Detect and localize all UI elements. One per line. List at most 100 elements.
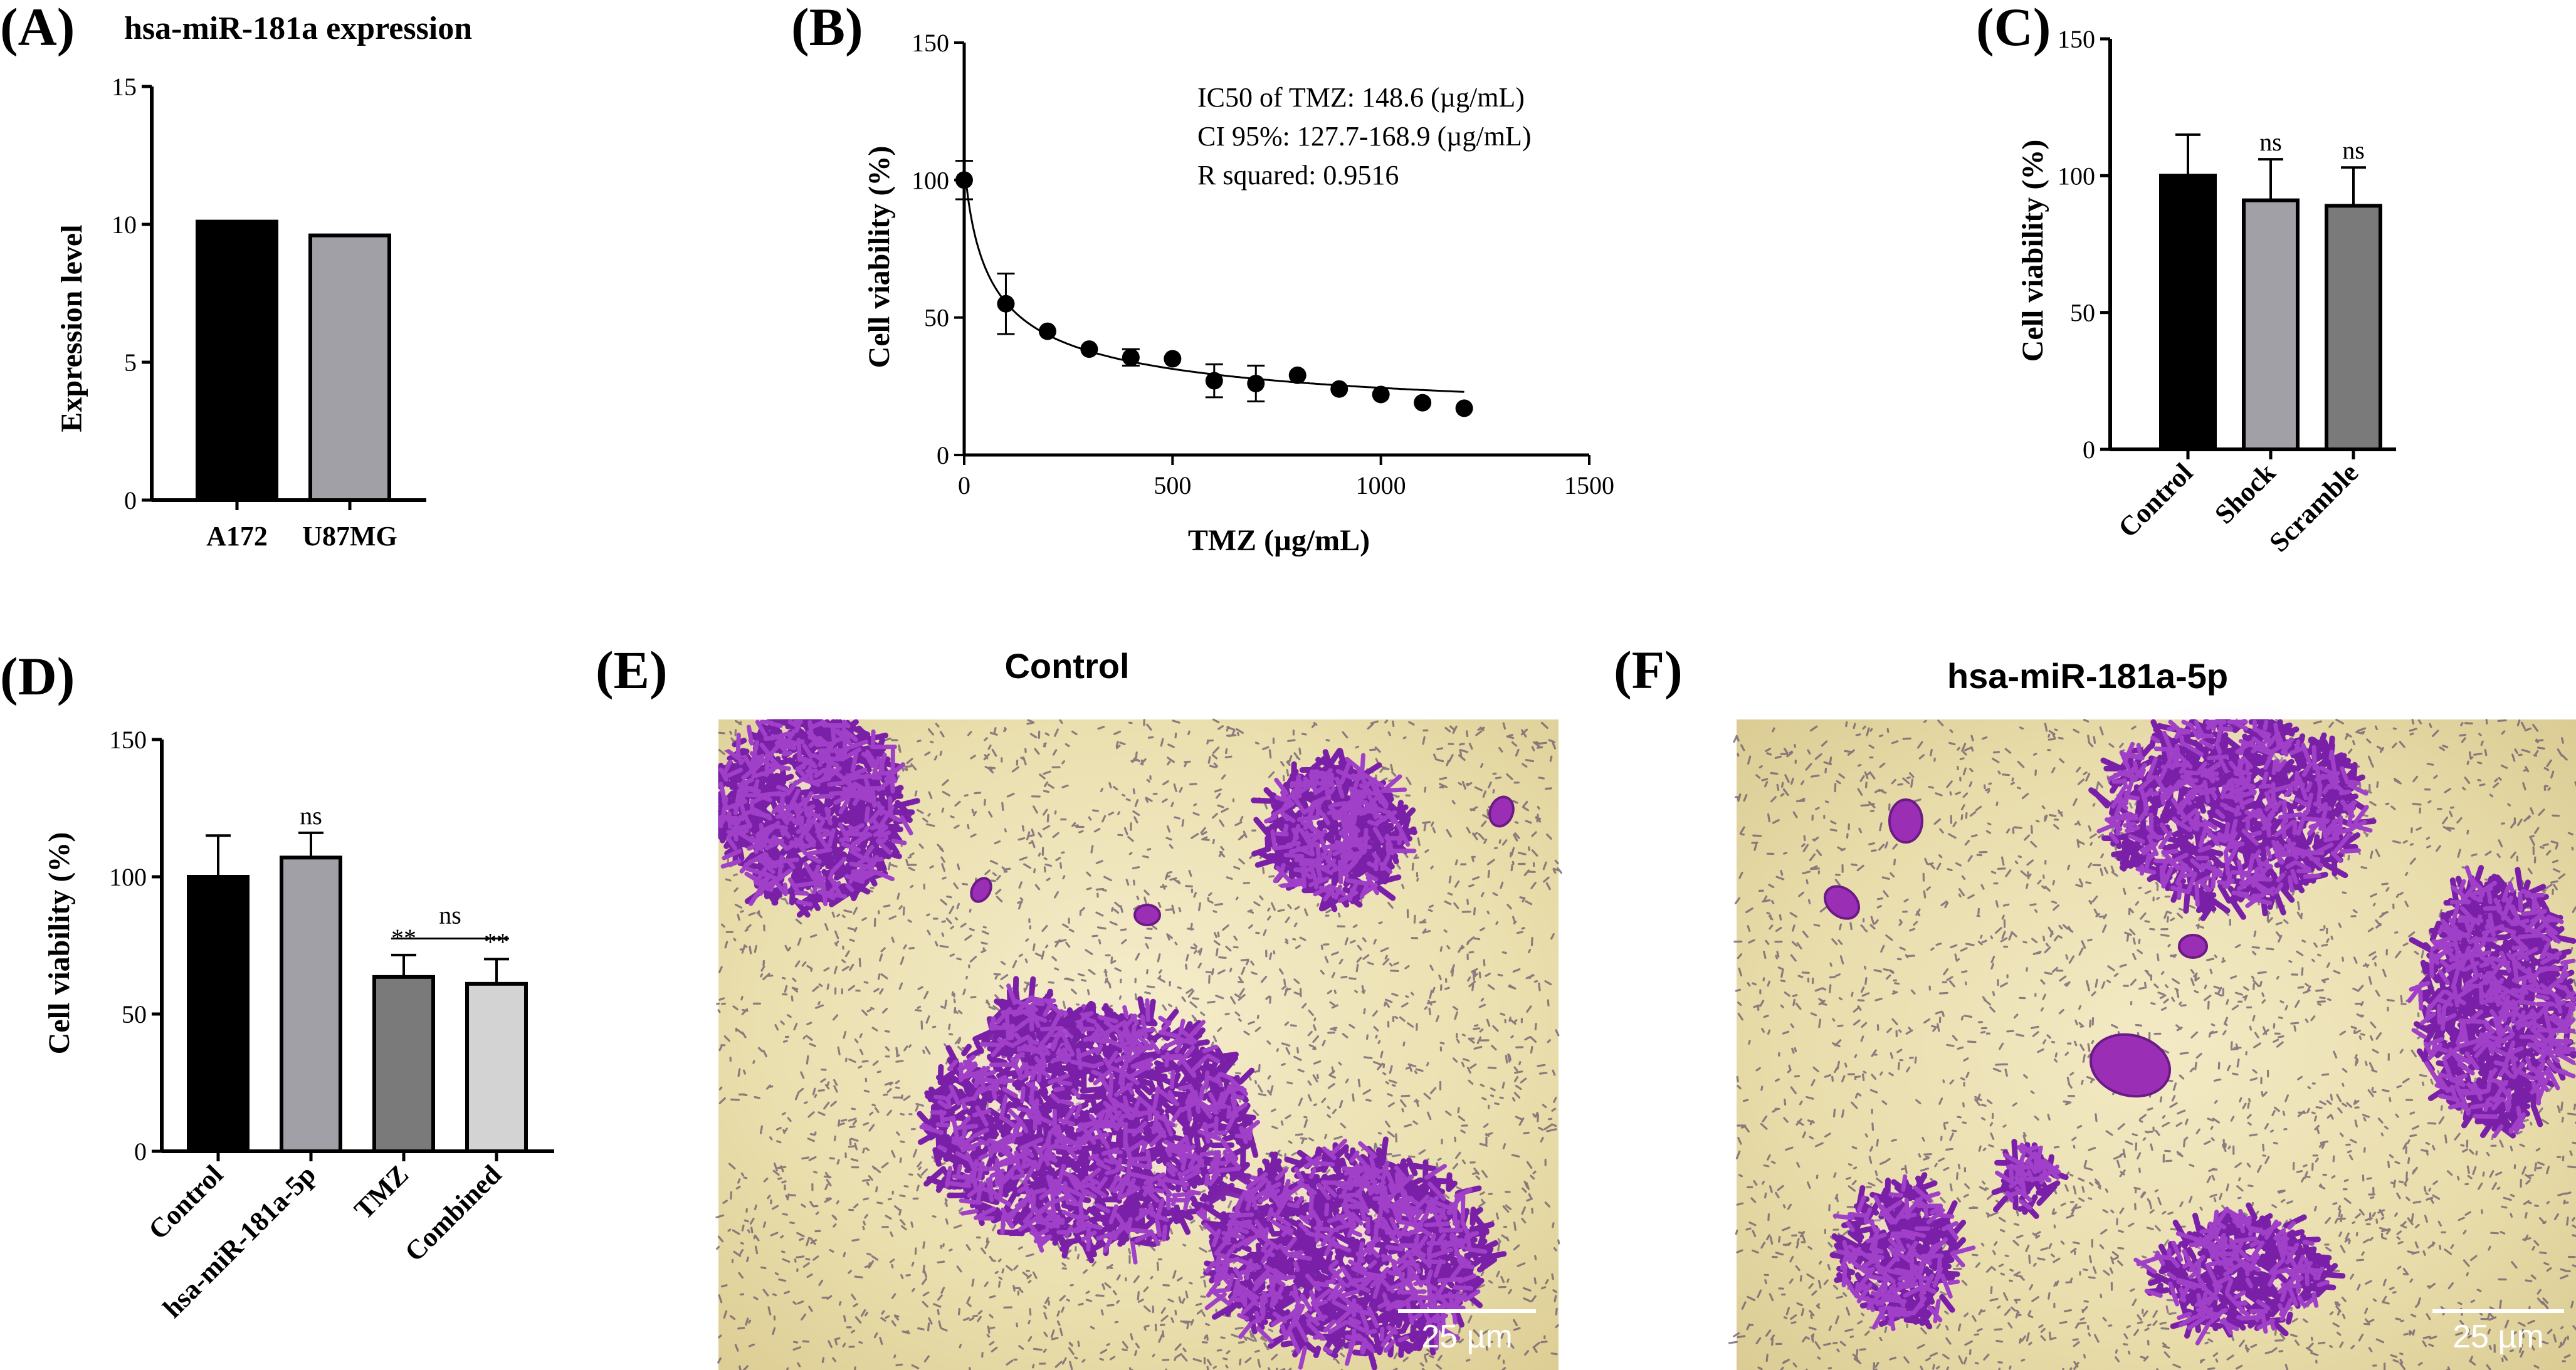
panel-d-bar [280,855,342,1153]
panel-b-data-point [1122,348,1140,367]
panel-b-data-point [1288,366,1306,384]
panel-b-dose-response-chart: (B) Cell viability (%) TMZ (µg/mL) IC50 … [791,0,1614,557]
panel-b-data-point [1164,350,1182,368]
panel-a-category-label: U87MG [302,521,397,552]
cell-colony [1995,1143,2061,1210]
panel-b-y-tick-label: 100 [912,166,949,194]
panel-a-y-axis-title: Expression level [55,224,88,432]
stained-cell-blob [2178,934,2208,959]
panel-f-stained-cells [1824,700,2576,1346]
panel-e-title: Control [1004,646,1129,686]
panel-a-y-tick-label: 5 [124,348,137,377]
panel-d-y-tick-label: 0 [134,1137,147,1166]
panel-d-label: (D) [0,646,75,706]
panel-b-x-tick-label: 1500 [1564,471,1614,499]
panel-e-scale-bar-label: 25 µm [1421,1319,1513,1355]
panel-e-label: (E) [596,640,668,700]
panel-b-ci-annotation: CI 95%: 127.7-168.9 (µg/mL) [1197,121,1532,152]
panel-b-x-tick-label: 500 [1154,471,1191,499]
panel-d-category-label: Control [142,1159,229,1245]
panel-c-bar [2325,204,2382,451]
panel-b-r-squared-annotation: R squared: 0.9516 [1197,160,1399,191]
panel-a-y-tick-label: 15 [112,73,137,101]
panel-b-x-tick-label: 0 [958,471,970,499]
cell-colony [1832,1174,1976,1331]
stained-cell-blob [1133,904,1161,926]
panel-b-data-point [1205,372,1223,390]
stained-cell-blob [970,877,992,903]
panel-d-bar [372,975,435,1153]
panel-e-micrograph: (E) Control 25 µm [596,640,1562,1370]
panel-b-data-point [1330,380,1348,398]
panel-c-significance-label: ns [2259,128,2282,156]
panel-a-bar [196,219,278,502]
panel-c-y-tick-label: 100 [2058,162,2095,190]
panel-f-speckles [1728,718,2576,1370]
panel-b-data-point [997,295,1015,313]
panel-a-y-tick-label: 10 [112,211,137,239]
panel-b-data-point [955,171,973,189]
panel-b-x-axis-title: TMZ (µg/mL) [1188,524,1370,557]
panel-d-y-tick-label: 50 [122,1000,147,1028]
panel-a-category-label: A172 [206,521,268,552]
panel-c-label: (C) [1976,0,2051,57]
panel-d-bar [187,875,250,1153]
panel-c-bar [2159,174,2217,451]
panel-b-data-point [1038,322,1056,340]
panel-d-y-tick-label: 100 [109,863,147,891]
panel-b-x-tick-label: 1000 [1356,471,1406,499]
cell-colony [2133,1206,2330,1346]
panel-f-micrograph: (F) hsa-miR-181a-5p 25 µm [1614,640,2576,1370]
speckle-texture [1728,718,2576,1370]
panel-a-title: hsa-miR-181a expression [124,11,472,46]
cell-colony [2096,719,2373,908]
panel-d-category-label: TMZ [349,1159,415,1225]
panel-a-label: (A) [0,0,75,57]
panel-c-y-axis-title: Cell viability (%) [2016,140,2049,362]
panel-b-y-tick-label: 150 [912,29,949,57]
panel-c-y-tick-label: 50 [2070,299,2095,327]
panel-b-data-point [1455,399,1473,417]
panel-a-bar [308,233,391,502]
panel-f-title: hsa-miR-181a-5p [1947,656,2228,696]
panel-d-significance-label: ns [300,802,322,830]
cell-colony [2407,865,2576,1139]
panel-c-y-tick-label: 0 [2083,436,2095,464]
panel-b-ic50-annotation: IC50 of TMZ: 148.6 (µg/mL) [1197,82,1525,113]
panel-c-significance-label: ns [2342,136,2365,164]
panel-d-bar-chart: (D) Cell viability (%) 050100150Controlh… [0,646,554,1324]
panel-b-data-point [1414,394,1432,412]
stained-cell-blob [1824,885,1860,920]
stained-cell-blob [1888,798,1923,844]
cell-colony [979,983,1075,1071]
panel-c-category-label: Control [2112,457,2199,543]
panel-d-category-label: Combined [399,1159,507,1267]
panel-c-category-label: Scramble [2263,457,2364,558]
panel-b-data-point [1372,385,1390,404]
panel-a-bar-chart: (A) hsa-miR-181a expression Expression l… [0,0,472,552]
panel-d-significance-label: ** [484,928,509,956]
panel-d-y-tick-label: 150 [109,726,147,754]
cell-colony [1203,1138,1488,1370]
cell-colony [718,719,913,907]
panel-f-label: (F) [1614,640,1683,700]
panel-b-y-axis-title: Cell viability (%) [863,146,896,369]
panel-b-y-tick-label: 0 [937,441,949,469]
panel-e-stained-cells [700,700,1515,1370]
panel-c-bar [2242,198,2300,451]
panel-d-y-axis-title: Cell viability (%) [43,832,76,1055]
panel-a-y-tick-label: 0 [124,486,137,515]
panel-f-scale-bar-label: 25 µm [2452,1319,2544,1355]
panel-b-data-point [1247,374,1265,392]
cell-colony [1264,753,1417,903]
panel-d-bar [465,981,528,1153]
panel-b-y-tick-label: 50 [924,304,949,332]
panel-d-bracket-label: ns [439,901,461,929]
panel-c-category-label: Shock [2209,457,2281,530]
panel-b-data-point [1080,340,1098,358]
panel-b-fit-curve [963,179,1464,393]
stained-cell-blob [1488,795,1515,828]
stained-cell-blob [2089,1033,2172,1098]
